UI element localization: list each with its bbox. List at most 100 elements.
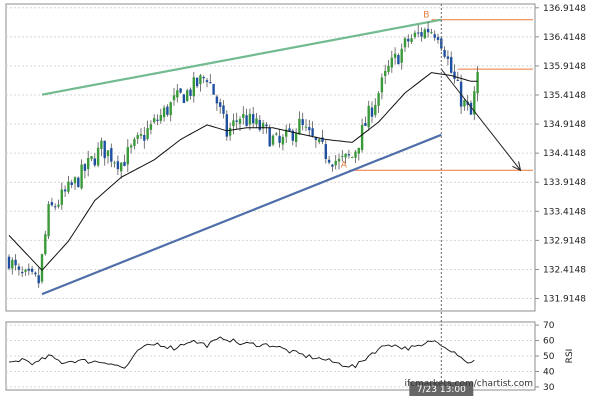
- price-tick-label: 134.9148: [543, 120, 586, 130]
- candle-body: [403, 38, 407, 48]
- candle-body: [308, 127, 311, 131]
- price-plot-frame: [5, 3, 536, 312]
- candle-body: [215, 96, 219, 104]
- candle-body: [242, 114, 245, 118]
- candle-body: [275, 133, 278, 135]
- candle-body: [318, 139, 321, 143]
- candle-body: [334, 160, 337, 166]
- candle-body: [87, 158, 90, 170]
- candle-body: [258, 119, 261, 130]
- candle-body: [430, 32, 433, 34]
- candle-body: [347, 154, 351, 156]
- forecast-arrow-head: [512, 161, 522, 172]
- candle-body: [73, 177, 77, 184]
- candle-body: [261, 122, 265, 129]
- rsi-tick-label: 40: [543, 367, 555, 377]
- candle-body: [433, 34, 436, 38]
- candle-body: [410, 38, 413, 42]
- candle-body: [136, 135, 139, 139]
- candle-body: [24, 269, 27, 272]
- candle-body: [360, 124, 364, 150]
- candle-body: [354, 151, 357, 158]
- candle-body: [225, 114, 228, 137]
- candle-body: [304, 126, 308, 128]
- candle-body: [321, 137, 324, 142]
- candle-body: [37, 275, 40, 284]
- candle-body: [205, 80, 209, 83]
- candle-body: [182, 94, 186, 104]
- forecast-arrow-layer: [440, 68, 522, 172]
- price-axis: 136.9148 136.4148 135.9148 135.4148 134.9148…: [6, 4, 586, 305]
- candle-body: [245, 115, 248, 126]
- candle-body: [265, 124, 268, 127]
- levels-layer: BA: [341, 11, 533, 171]
- candle-body: [252, 114, 255, 124]
- trendlines-layer: [41, 18, 442, 296]
- moving-average-layer: [8, 72, 478, 272]
- candle-body: [374, 104, 377, 116]
- candle-body: [248, 113, 252, 125]
- candle-body: [83, 164, 87, 171]
- candle-body: [129, 145, 133, 148]
- candle-body: [364, 123, 367, 126]
- candle-body: [133, 139, 136, 146]
- candle-body: [393, 53, 397, 58]
- candle-body: [235, 120, 238, 122]
- candle-body: [232, 120, 235, 127]
- candle-body: [96, 147, 100, 166]
- candle-body: [426, 28, 430, 33]
- candle-body: [212, 83, 215, 95]
- candle-body: [351, 157, 354, 159]
- candle-body: [120, 162, 123, 172]
- candle-body: [100, 140, 103, 150]
- candle-body: [463, 100, 466, 107]
- candle-body: [476, 71, 479, 94]
- candle-body: [67, 181, 70, 192]
- candle-body: [21, 271, 24, 274]
- candle-body: [357, 147, 360, 154]
- candle-body: [285, 129, 288, 137]
- candle-body: [50, 202, 54, 206]
- time-marker-layer: 7/23 13:00: [409, 4, 474, 396]
- price-tick-label: 131.9148: [543, 295, 586, 305]
- rsi-tick-label: 50: [543, 352, 555, 362]
- candle-body: [331, 164, 334, 167]
- candle-body: [473, 91, 476, 115]
- rsi-line: [8, 336, 475, 369]
- candle-body: [14, 259, 17, 266]
- price-tick-label: 134.4148: [543, 149, 586, 159]
- candle-body: [139, 134, 143, 136]
- candle-body: [370, 107, 374, 117]
- candle-body: [186, 90, 189, 101]
- candle-body: [11, 259, 14, 269]
- candle-body: [34, 272, 37, 275]
- candle-body: [222, 105, 225, 114]
- candle-body: [63, 189, 67, 192]
- price-tick-label: 135.9148: [543, 62, 586, 72]
- candle-body: [162, 107, 166, 118]
- candle-body: [153, 118, 156, 123]
- price-tick-label: 136.9148: [543, 4, 586, 14]
- candle-body: [377, 93, 380, 106]
- candle-body: [324, 144, 327, 160]
- time-marker-label: 7/23 13:00: [417, 385, 466, 395]
- trendline-upper: [41, 18, 442, 96]
- candle-body: [387, 65, 390, 72]
- price-tick-label: 132.9148: [543, 236, 586, 246]
- candle-body: [156, 119, 159, 121]
- candle-body: [397, 55, 400, 65]
- candle-body: [219, 102, 222, 107]
- candle-body: [199, 75, 202, 85]
- price-tick-label: 133.9148: [543, 178, 586, 188]
- candle-body: [413, 32, 417, 38]
- candle-body: [456, 79, 459, 81]
- candle-body: [327, 159, 331, 163]
- rsi-axis-title: RSI: [565, 349, 575, 364]
- time-marker-badge: [409, 382, 474, 396]
- candle-body: [281, 136, 285, 145]
- candle-body: [70, 182, 73, 186]
- rsi-tick-label: 70: [543, 321, 555, 331]
- candle-body: [311, 128, 314, 136]
- candle-body: [436, 37, 440, 40]
